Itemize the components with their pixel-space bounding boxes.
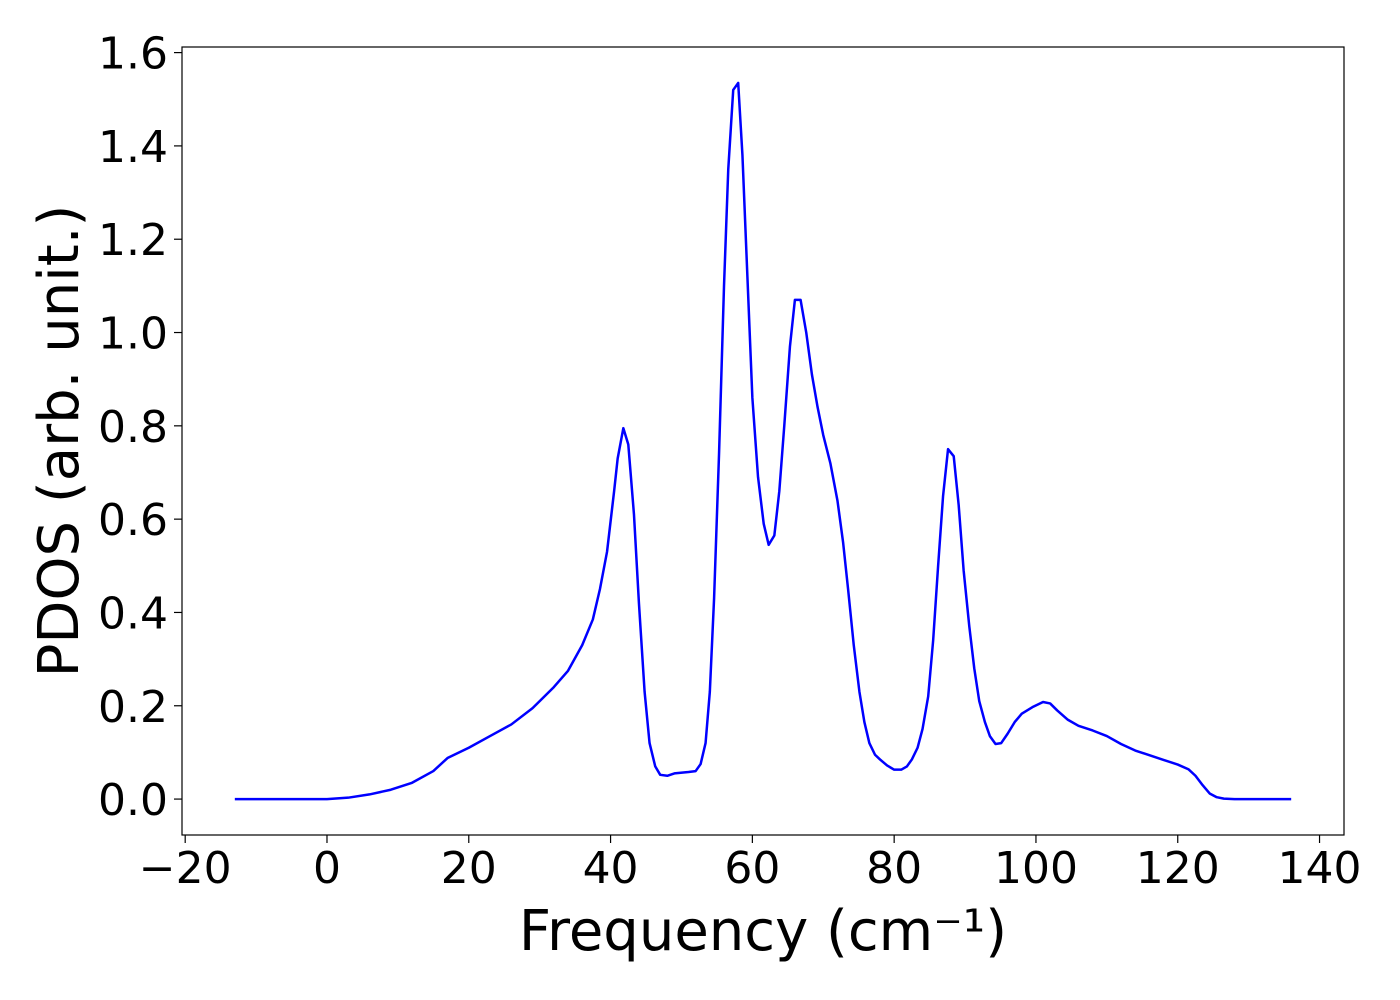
x-tick-label: −20	[139, 843, 232, 894]
plot-frame	[181, 46, 1345, 836]
x-tick-label: 80	[866, 843, 922, 894]
y-axis-label: PDOS (arb. unit.)	[27, 205, 92, 678]
y-tick-label: 1.0	[98, 309, 168, 360]
y-tick-label: 0.0	[98, 775, 168, 826]
y-tick-label: 0.6	[98, 495, 168, 546]
y-tick-label: 0.4	[98, 588, 168, 639]
x-tick-label: 100	[994, 843, 1078, 894]
y-tick-label: 0.8	[98, 402, 168, 453]
y-tick-label: 1.6	[98, 29, 168, 80]
x-tick-label: 140	[1278, 843, 1362, 894]
x-axis-label: Frequency (cm⁻¹)	[519, 899, 1007, 964]
y-tick-label: 1.4	[98, 122, 168, 173]
y-tick-label: 1.2	[98, 215, 168, 266]
x-tick-label: 60	[724, 843, 780, 894]
x-tick-label: 0	[313, 843, 341, 894]
y-tick-label: 0.2	[98, 682, 168, 733]
x-tick-label: 40	[583, 843, 639, 894]
data-line	[234, 81, 1292, 801]
x-tick-label: 120	[1136, 843, 1220, 894]
x-tick-label: 20	[441, 843, 497, 894]
